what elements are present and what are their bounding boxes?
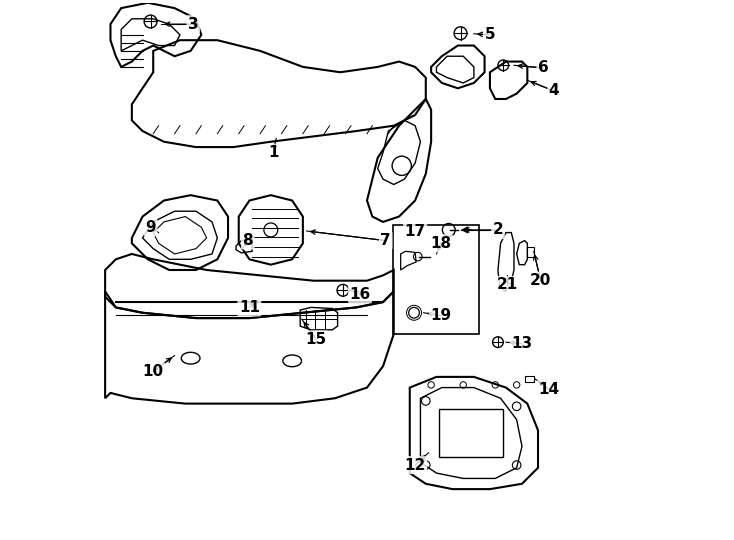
- Text: 3: 3: [188, 17, 199, 32]
- Text: 6: 6: [538, 60, 549, 76]
- Bar: [527, 247, 534, 256]
- Text: 14: 14: [538, 382, 559, 397]
- Bar: [439, 409, 504, 457]
- Bar: [525, 376, 534, 382]
- Text: 16: 16: [349, 287, 371, 301]
- Text: 18: 18: [430, 236, 451, 251]
- Text: 20: 20: [530, 273, 551, 288]
- Text: 9: 9: [145, 220, 156, 235]
- Text: 21: 21: [496, 278, 517, 293]
- Text: 12: 12: [404, 457, 426, 472]
- Text: 1: 1: [268, 145, 279, 160]
- Text: 8: 8: [242, 233, 253, 248]
- Text: 2: 2: [493, 222, 504, 238]
- Text: 17: 17: [404, 224, 426, 239]
- Text: 10: 10: [142, 364, 164, 379]
- Text: 5: 5: [484, 28, 495, 42]
- Bar: [393, 225, 479, 334]
- Text: 7: 7: [380, 233, 391, 248]
- Text: 11: 11: [239, 300, 260, 315]
- Text: 13: 13: [512, 336, 533, 351]
- Text: 4: 4: [549, 84, 559, 98]
- Text: 19: 19: [430, 308, 451, 323]
- Text: 15: 15: [305, 332, 327, 347]
